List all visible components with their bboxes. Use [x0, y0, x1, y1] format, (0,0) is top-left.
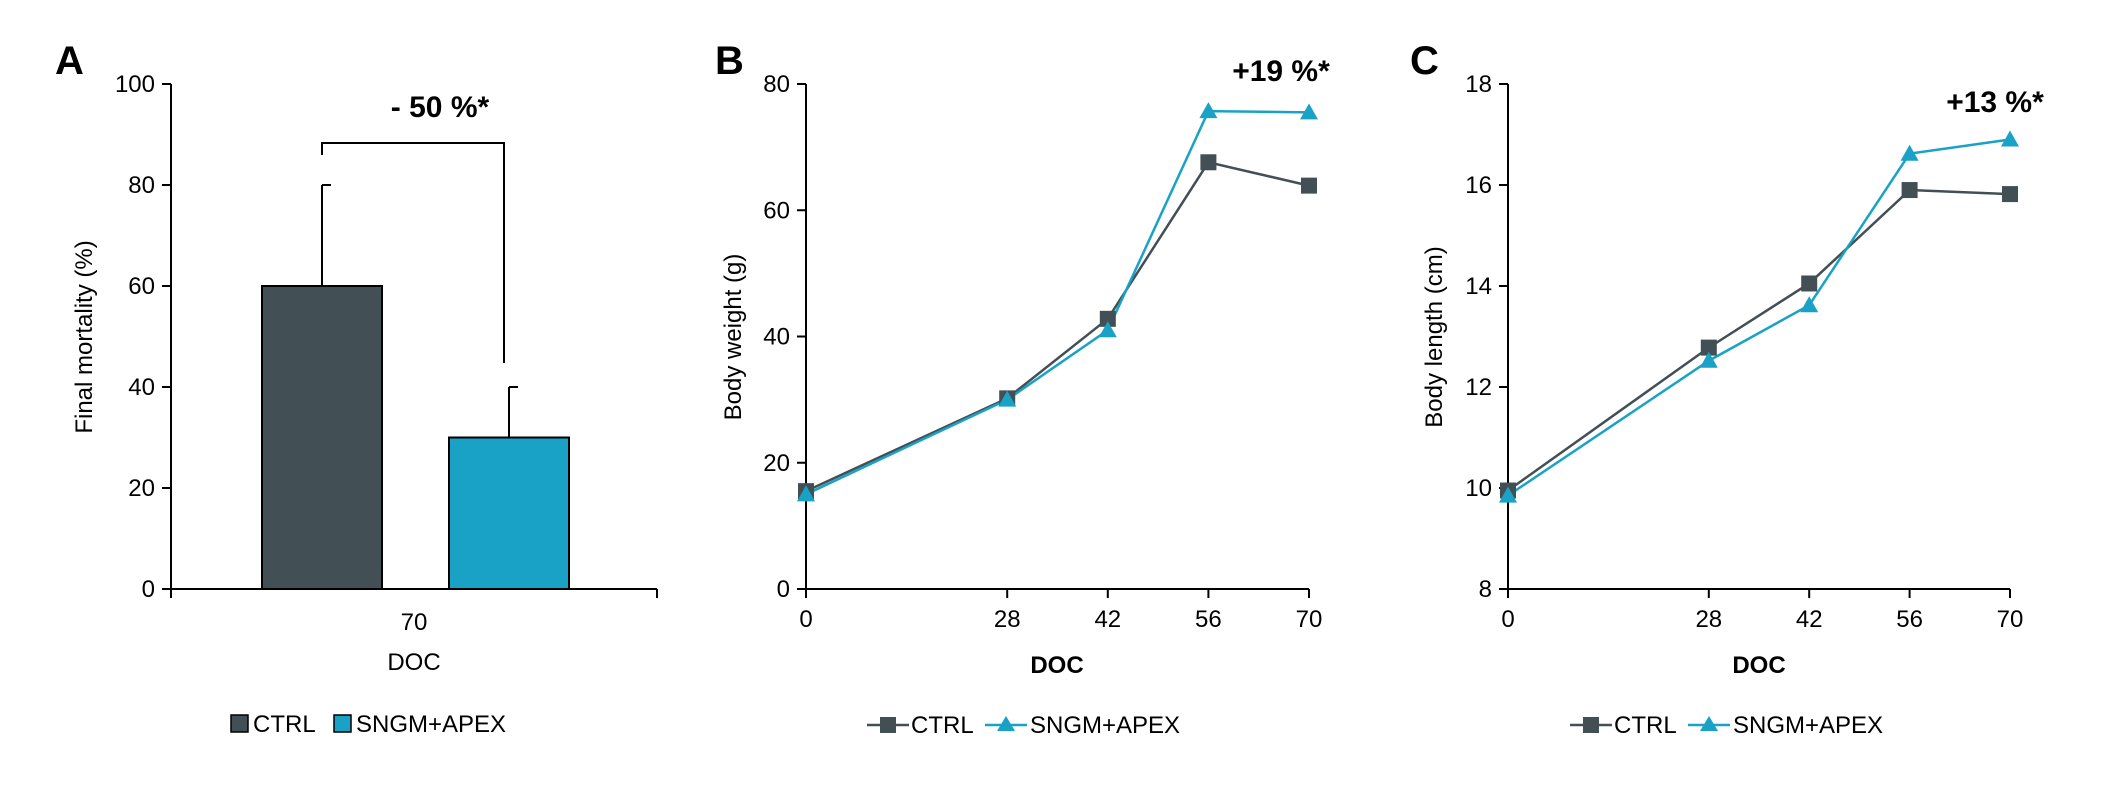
- panel-b-legend-marker-treat: [997, 716, 1015, 731]
- panel-c-line-chart: C 8 10 12 14 16 18 0 28 42 56 70 DOC Body length …: [1410, 39, 2044, 739]
- panel-a-y-tick-label: 80: [128, 172, 155, 199]
- panel-b-y-tick-label: 60: [763, 197, 790, 224]
- panel-a-legend: CTRL SNGM+APEX: [230, 711, 506, 738]
- panel-c-x-tick-label: 42: [1796, 606, 1823, 633]
- panel-c-y-tick-label: 18: [1465, 71, 1492, 98]
- panel-b-point-treat: [998, 390, 1017, 407]
- panel-b-x-axis-title: DOC: [1030, 652, 1083, 679]
- panel-c-legend-label-treat: SNGM+APEX: [1733, 712, 1883, 739]
- panel-c-annotation: +13 %*: [1946, 86, 2044, 119]
- panel-a-y-tick-label: 40: [128, 374, 155, 401]
- panel-b-y-tick-label: 80: [763, 71, 790, 98]
- panel-b-point-ctrl: [1301, 177, 1317, 194]
- panel-a-legend-swatch-ctrl: [230, 714, 249, 733]
- panel-c-y-tick-label: 12: [1465, 374, 1492, 401]
- panel-b-legend: CTRL SNGM+APEX: [867, 712, 1180, 739]
- panel-a-legend-swatch-treat: [333, 714, 352, 733]
- panel-a-y-tick-label: 20: [128, 475, 155, 502]
- panel-a-legend-label-treat: SNGM+APEX: [356, 711, 506, 738]
- panel-c-letter: C: [1410, 39, 1439, 83]
- panel-c-legend-label-ctrl: CTRL: [1614, 712, 1677, 739]
- panel-b-y-ticks: 0 20 40 60 80: [763, 71, 806, 603]
- panel-c-point-treat: [1699, 351, 1718, 368]
- panel-b-line-ctrl: [805, 160, 1310, 493]
- panel-b-x-tick-label: 70: [1296, 606, 1323, 633]
- panel-c-point-treat: [1900, 144, 1919, 161]
- panel-c-x-tick-label: 56: [1896, 606, 1923, 633]
- panel-a-y-ticks: 0 20 40 60 80 100: [115, 71, 171, 603]
- panel-b-point-treat: [1300, 103, 1318, 120]
- panel-a-y-tick-label: 60: [128, 273, 155, 300]
- panel-b-x-tick-label: 0: [799, 606, 812, 633]
- panel-b-y-tick-label: 0: [777, 576, 790, 603]
- panel-c-legend: CTRL SNGM+APEX: [1570, 712, 1883, 739]
- panel-b-y-axis-title: Body weight (g): [720, 254, 747, 421]
- panel-a-letter: A: [55, 39, 84, 83]
- panel-c-x-tick-label: 0: [1501, 606, 1514, 633]
- panel-a-bar-ctrl: [261, 285, 383, 590]
- panel-b-letter: B: [715, 39, 744, 83]
- panel-c-y-tick-label: 8: [1479, 576, 1492, 603]
- panel-c-x-ticks: 0 28 42 56 70: [1501, 589, 2023, 633]
- panel-b-point-treat: [797, 485, 815, 502]
- panel-b-point-ctrl: [1200, 154, 1217, 171]
- panel-b-series: [797, 102, 1318, 502]
- panel-c-x-tick-label: 70: [1997, 606, 2024, 633]
- panel-c-point-ctrl: [1801, 275, 1818, 292]
- panel-c-y-axis-title: Body length (cm): [1421, 246, 1448, 427]
- panel-b-y-tick-label: 40: [763, 324, 790, 351]
- panel-c-x-tick-label: 28: [1695, 606, 1722, 633]
- panel-b-x-tick-label: 56: [1195, 606, 1222, 633]
- panel-b-legend-label-treat: SNGM+APEX: [1030, 712, 1180, 739]
- panel-a-x-axis-title: DOC: [387, 649, 440, 676]
- panel-a-y-axis-title: Final mortality (%): [71, 240, 98, 433]
- panel-c-y-tick-label: 10: [1465, 475, 1492, 502]
- panel-c-point-ctrl: [1700, 339, 1717, 356]
- panel-b-point-treat: [1199, 102, 1218, 119]
- panel-b-x-tick-label: 42: [1094, 606, 1121, 633]
- panel-a-y-tick-label: 100: [115, 71, 155, 98]
- panel-b-annotation: +19 %*: [1232, 55, 1330, 88]
- panel-b-point-ctrl: [1099, 310, 1116, 327]
- panel-b-legend-marker-ctrl: [880, 717, 896, 733]
- panel-c-x-axis-title: DOC: [1732, 652, 1785, 679]
- panel-a-bar-treat: [448, 436, 570, 590]
- panel-b-x-tick-label: 28: [994, 606, 1021, 633]
- panel-c-series: [1499, 130, 2019, 503]
- panel-a-y-tick-label: 0: [142, 576, 155, 603]
- panel-a-annotation: - 50 %*: [391, 91, 490, 124]
- panel-c-y-ticks: 8 10 12 14 16 18: [1465, 71, 1508, 603]
- panel-c-legend-marker-treat: [1700, 716, 1718, 731]
- panel-c-point-ctrl: [2002, 186, 2018, 203]
- panel-c-y-tick-label: 14: [1465, 273, 1492, 300]
- panel-b-point-treat: [1098, 321, 1117, 338]
- panel-a-x-tick-label: 70: [401, 609, 428, 636]
- panel-c-y-tick-label: 16: [1465, 172, 1492, 199]
- panel-b-x-ticks: 0 28 42 56 70: [799, 589, 1322, 633]
- panel-c-point-treat: [1499, 486, 1517, 503]
- panel-c-point-treat: [2001, 130, 2019, 147]
- panel-b-line-chart: B 0 20 40 60 80 0 28 42 56 70 DOC Body weight (g…: [715, 39, 1330, 739]
- panel-a-significance-bracket: [321, 142, 505, 363]
- panel-c-line-treat: [1507, 138, 2011, 497]
- panel-a-legend-label-ctrl: CTRL: [253, 711, 316, 738]
- panel-c-point-ctrl: [1901, 182, 1918, 199]
- panel-b-legend-label-ctrl: CTRL: [911, 712, 974, 739]
- panel-a-bar-chart: A 0 20 40 60 80 100 70 DOC Final mortality (%…: [55, 39, 658, 738]
- panel-a-bars: [261, 184, 570, 590]
- panel-b-y-tick-label: 20: [763, 450, 790, 477]
- panel-c-point-treat: [1800, 296, 1819, 313]
- panel-c-legend-marker-ctrl: [1583, 717, 1599, 733]
